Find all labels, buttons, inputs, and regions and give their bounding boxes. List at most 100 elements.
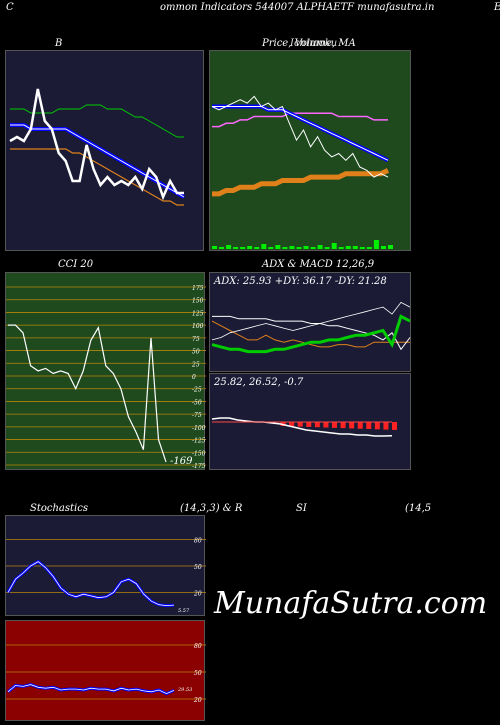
adx-line [211, 320, 410, 348]
price-chart [211, 95, 393, 249]
volume-bar [240, 247, 246, 249]
volume-bar [324, 247, 330, 249]
macd-histogram-bar [306, 422, 312, 427]
rsi-tick-label: 80 [194, 643, 202, 650]
macd-histogram-bar [314, 422, 320, 428]
page-title: ommon Indicators 544007 ALPHAETF munafas… [160, 2, 435, 13]
cci-tick-label: 125 [192, 310, 204, 317]
cci-tick-label: 0 [192, 374, 196, 381]
rsi-title: SI [296, 503, 307, 514]
rsi-params: (14,5 [405, 503, 432, 514]
header-left-letter: C [6, 2, 14, 13]
volume-bar [247, 246, 253, 249]
adx-panel: ADX: 25.93 +DY: 36.17 -DY: 21.28 [209, 272, 411, 372]
volume-bar [338, 247, 344, 249]
rsi-tick-label: 20 [193, 697, 202, 704]
macd-histogram-bar [332, 422, 337, 428]
volume-bar [359, 247, 365, 249]
macd-histogram-bar [374, 422, 380, 430]
bollinger-price-line [9, 88, 184, 201]
rsi-line [7, 683, 175, 696]
cci-line [8, 324, 167, 463]
cci-tick-label: 25 [191, 361, 200, 368]
cci-tick-label: 75 [192, 336, 200, 343]
volume-bar [366, 247, 372, 249]
volume-bar [303, 246, 309, 249]
volume-bar [352, 246, 358, 249]
stoch-tick-label: 20 [193, 590, 202, 597]
stoch-last-value: 5.57 [178, 608, 190, 614]
price-overlay-title: Ichimoku [290, 38, 338, 49]
cci-tick-label: -150 [192, 450, 206, 457]
adx-title: ADX & MACD 12,26,9 [262, 259, 375, 270]
cci-tick-label: -25 [192, 387, 202, 394]
macd-histogram-bar [323, 422, 329, 428]
bollinger-chart [9, 88, 185, 206]
cci-last-value: -169 [170, 456, 193, 467]
price-line [211, 95, 389, 178]
cci-title: CCI 20 [58, 259, 94, 270]
cci-tick-label: 150 [192, 298, 204, 305]
macd-histogram-bar [392, 422, 397, 430]
volume-bar [275, 245, 281, 249]
plus-di-line [211, 301, 411, 341]
volume-bar [345, 246, 351, 249]
minus-di-line [212, 315, 411, 351]
volume-bar [212, 246, 217, 249]
cci-tick-label: -175 [192, 463, 206, 470]
volume-bar [296, 247, 302, 249]
stoch-tick-label: 50 [194, 564, 202, 571]
volume-bar [289, 246, 295, 249]
bollinger-upper-band [10, 104, 184, 138]
adx-chart [211, 301, 411, 354]
bollinger-lower-band [10, 148, 184, 206]
rsi-smoothed-line [7, 684, 175, 695]
bollinger-panel [5, 50, 204, 251]
cci-tick-label: -125 [192, 438, 206, 445]
volume-bar [331, 243, 337, 249]
cci-tick-label: -100 [192, 425, 206, 432]
cci-tick-label: 175 [192, 285, 204, 292]
volume-bar [373, 240, 379, 249]
volume-bar [226, 245, 232, 249]
volume-bar [233, 247, 239, 249]
adx-strength-line [211, 314, 411, 354]
cci-chart: 175 150 125 100 75 50 25 0 -25 -50 -75 -100 -125 -150… [6, 285, 206, 470]
stoch-panel: 80 50 20 5.57 [5, 515, 206, 616]
volume-bar [388, 245, 393, 249]
bollinger-middle-band [10, 123, 185, 199]
bollinger-middle-band-core [10, 124, 185, 198]
macd-histogram-bar [357, 422, 363, 429]
cci-tick-label: 50 [192, 349, 200, 356]
price-short-ma-core [212, 106, 389, 161]
adx-values: ADX: 25.93 +DY: 36.17 -DY: 21.28 [214, 276, 387, 287]
price-panel [209, 50, 411, 251]
macd-panel: 25.82, 26.52, -0.7 [209, 373, 411, 470]
stoch-params: (14,3,3) & R [180, 503, 243, 514]
macd-chart [211, 417, 397, 437]
stoch-title: Stochastics [30, 503, 88, 514]
rsi-panel: 80 50 20 29.53 [5, 620, 206, 721]
volume-bar [261, 244, 267, 249]
volume-bar [380, 246, 386, 249]
price-short-ma [212, 104, 389, 163]
stoch-tick-label: 80 [194, 538, 202, 545]
macd-histogram-bar [349, 422, 355, 429]
cci-tick-label: -75 [192, 412, 202, 419]
stoch-d-line [7, 561, 175, 607]
macd-histogram-bar [383, 422, 389, 430]
volume-bar [219, 247, 225, 249]
cci-panel: 175 150 125 100 75 50 25 0 -25 -50 -75 -100 -125 -150… [5, 272, 206, 470]
cci-tick-label: 100 [192, 323, 204, 330]
macd-histogram-bar [366, 422, 372, 429]
header-right-letter: E [494, 2, 500, 13]
macd-line [211, 417, 393, 437]
volume-bar [254, 247, 260, 249]
rsi-tick-label: 50 [194, 670, 202, 677]
macd-values: 25.82, 26.52, -0.7 [214, 377, 304, 388]
bollinger-title: B [55, 38, 63, 49]
watermark: MunafaSutra.com [214, 586, 488, 621]
rsi-last-value: 29.53 [177, 687, 192, 693]
volume-bar [317, 245, 323, 249]
